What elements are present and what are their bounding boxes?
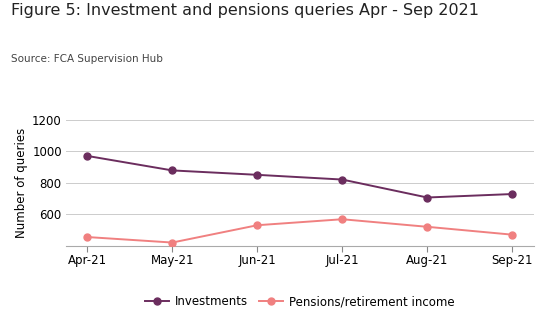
Text: Figure 5: Investment and pensions queries Apr - Sep 2021: Figure 5: Investment and pensions querie…: [11, 3, 479, 18]
Legend: Investments, Pensions/retirement income: Investments, Pensions/retirement income: [140, 290, 459, 313]
Y-axis label: Number of queries: Number of queries: [15, 128, 28, 238]
Text: Source: FCA Supervision Hub: Source: FCA Supervision Hub: [11, 54, 163, 64]
